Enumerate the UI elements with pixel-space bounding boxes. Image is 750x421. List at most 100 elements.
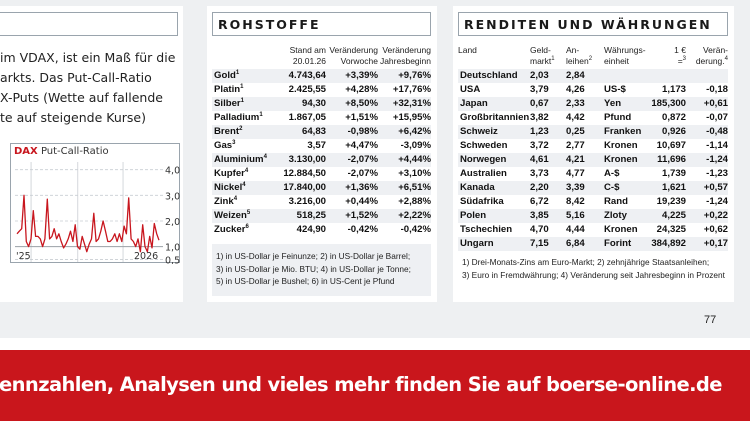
jahresbeginn-change: -3,09% bbox=[378, 139, 431, 153]
commodity-name: Silber1 bbox=[212, 97, 274, 111]
table-row: Gold1 4.743,64 +3,39% +9,76% bbox=[212, 69, 431, 83]
jahresbeginn-change: +6,42% bbox=[378, 125, 431, 139]
renditen-footnotes: 1) Drei-Monats-Zins am Euro-Markt; 2) ze… bbox=[458, 252, 728, 292]
rohstoffe-footnotes: 1) in US-Dollar je Feinunze; 2) in US-Do… bbox=[212, 244, 431, 296]
currency-unit: Kronen bbox=[604, 153, 646, 167]
vorwoche-change: -0,42% bbox=[326, 223, 378, 237]
exchange-rate: 10,697 bbox=[646, 139, 686, 153]
rate-change: -0,48 bbox=[686, 125, 728, 139]
country-name: Südafrika bbox=[458, 195, 530, 209]
table-row: Ungarn 7,15 6,84 Forint 384,892 +0,17 bbox=[458, 237, 728, 251]
jahresbeginn-change: +17,76% bbox=[378, 83, 431, 97]
promo-banner-text[interactable]: ennzahlen, Analysen und vieles mehr find… bbox=[0, 373, 722, 396]
anleihen-value: 4,26 bbox=[566, 83, 604, 97]
intro-line: te auf steigende Kurse) bbox=[0, 108, 183, 128]
intro-line: im VDAX, ist ein Maß für die bbox=[0, 48, 183, 68]
commodity-name: Platin1 bbox=[212, 83, 274, 97]
rate-change: +0,17 bbox=[686, 237, 728, 251]
series-line bbox=[17, 195, 159, 251]
table-row: Großbritannien 3,82 4,42 Pfund 0,872 -0,07 bbox=[458, 111, 728, 125]
exchange-rate: 4,225 bbox=[646, 209, 686, 223]
exchange-rate: 0,926 bbox=[646, 125, 686, 139]
exchange-rate: 1,621 bbox=[646, 181, 686, 195]
currency-unit: C-$ bbox=[604, 181, 646, 195]
vorwoche-change: +4,28% bbox=[326, 83, 378, 97]
stand-value: 518,25 bbox=[274, 209, 326, 223]
anleihen-value: 2,84 bbox=[566, 69, 604, 83]
table-row: Platin1 2.425,55 +4,28% +17,76% bbox=[212, 83, 431, 97]
currency-unit: Kronen bbox=[604, 223, 646, 237]
rate-change: -1,24 bbox=[686, 153, 728, 167]
table-row: Aluminium4 3.130,00 -2,07% +4,44% bbox=[212, 153, 431, 167]
jahresbeginn-change: +32,31% bbox=[378, 97, 431, 111]
table-row: Palladium1 1.867,05 +1,51% +15,95% bbox=[212, 111, 431, 125]
country-name: Japan bbox=[458, 97, 530, 111]
rate-change bbox=[686, 69, 728, 83]
y-tick-label: 3,0 bbox=[165, 191, 180, 202]
column-header-anleihen: An-leihen2 bbox=[566, 45, 604, 69]
vorwoche-change: +1,36% bbox=[326, 181, 378, 195]
stand-value: 64,83 bbox=[274, 125, 326, 139]
column-header bbox=[212, 45, 274, 69]
jahresbeginn-change: +4,44% bbox=[378, 153, 431, 167]
rate-change: -1,14 bbox=[686, 139, 728, 153]
rohstoffe-title: ROHSTOFFE bbox=[218, 17, 321, 32]
column-header-einheit: Währungs-einheit bbox=[604, 45, 646, 69]
anleihen-value: 3,39 bbox=[566, 181, 604, 195]
geldmarkt-value: 7,15 bbox=[530, 237, 566, 251]
geldmarkt-value: 3,82 bbox=[530, 111, 566, 125]
rate-change: -1,24 bbox=[686, 195, 728, 209]
y-tick-label: 0,5 bbox=[165, 255, 180, 264]
y-tick-label: 1,0 bbox=[165, 243, 180, 254]
rate-change: -0,07 bbox=[686, 111, 728, 125]
jahresbeginn-change: +2,22% bbox=[378, 209, 431, 223]
jahresbeginn-change: +6,51% bbox=[378, 181, 431, 195]
country-name: USA bbox=[458, 83, 530, 97]
country-name: Kanada bbox=[458, 181, 530, 195]
vorwoche-change: +8,50% bbox=[326, 97, 378, 111]
table-row: Nickel4 17.840,00 +1,36% +6,51% bbox=[212, 181, 431, 195]
currency-unit: Yen bbox=[604, 97, 646, 111]
commodity-name: Palladium1 bbox=[212, 111, 274, 125]
currency-unit: Rand bbox=[604, 195, 646, 209]
table-row: Japan 0,67 2,33 Yen 185,300 +0,61 bbox=[458, 97, 728, 111]
y-tick-label: 4,0 bbox=[165, 166, 180, 177]
vorwoche-change: +1,51% bbox=[326, 111, 378, 125]
table-row: Zink4 3.216,00 +0,44% +2,88% bbox=[212, 195, 431, 209]
table-row: Deutschland 2,03 2,84 bbox=[458, 69, 728, 83]
country-name: Schweiz bbox=[458, 125, 530, 139]
stand-value: 2.425,55 bbox=[274, 83, 326, 97]
vorwoche-change: -0,98% bbox=[326, 125, 378, 139]
table-row: Schweiz 1,23 0,25 Franken 0,926 -0,48 bbox=[458, 125, 728, 139]
geldmarkt-value: 6,72 bbox=[530, 195, 566, 209]
anleihen-value: 4,77 bbox=[566, 167, 604, 181]
country-name: Schweden bbox=[458, 139, 530, 153]
country-name: Norwegen bbox=[458, 153, 530, 167]
country-name: Deutschland bbox=[458, 69, 530, 83]
stand-value: 94,30 bbox=[274, 97, 326, 111]
vorwoche-change: -2,07% bbox=[326, 167, 378, 181]
geldmarkt-value: 0,67 bbox=[530, 97, 566, 111]
rohstoffe-title-box: ROHSTOFFE bbox=[212, 12, 431, 36]
exchange-rate: 11,696 bbox=[646, 153, 686, 167]
promo-banner[interactable]: ennzahlen, Analysen und vieles mehr find… bbox=[0, 350, 750, 421]
currency-unit: Pfund bbox=[604, 111, 646, 125]
geldmarkt-value: 3,73 bbox=[530, 167, 566, 181]
commodity-name: Nickel4 bbox=[212, 181, 274, 195]
table-header-row: Land Geld-markt1 An-leihen2 Währungs-ein… bbox=[458, 45, 728, 69]
currency-unit: Kronen bbox=[604, 139, 646, 153]
anleihen-value: 4,21 bbox=[566, 153, 604, 167]
stand-value: 3.216,00 bbox=[274, 195, 326, 209]
geldmarkt-value: 3,79 bbox=[530, 83, 566, 97]
geldmarkt-value: 4,61 bbox=[530, 153, 566, 167]
rate-change: +0,62 bbox=[686, 223, 728, 237]
column-header-land: Land bbox=[458, 45, 530, 69]
renditen-panel: RENDITEN UND WÄHRUNGEN Land Geld-markt1 … bbox=[453, 6, 734, 302]
country-name: Großbritannien bbox=[458, 111, 530, 125]
geldmarkt-value: 1,23 bbox=[530, 125, 566, 139]
footnote-line: 1) in US-Dollar je Feinunze; 2) in US-Do… bbox=[216, 250, 427, 263]
table-row: Australien 3,73 4,77 A-$ 1,739 -1,23 bbox=[458, 167, 728, 181]
footnote-line: 3) Euro in Fremdwährung; 4) Veränderung … bbox=[462, 269, 724, 282]
anleihen-value: 2,33 bbox=[566, 97, 604, 111]
country-name: Tschechien bbox=[458, 223, 530, 237]
